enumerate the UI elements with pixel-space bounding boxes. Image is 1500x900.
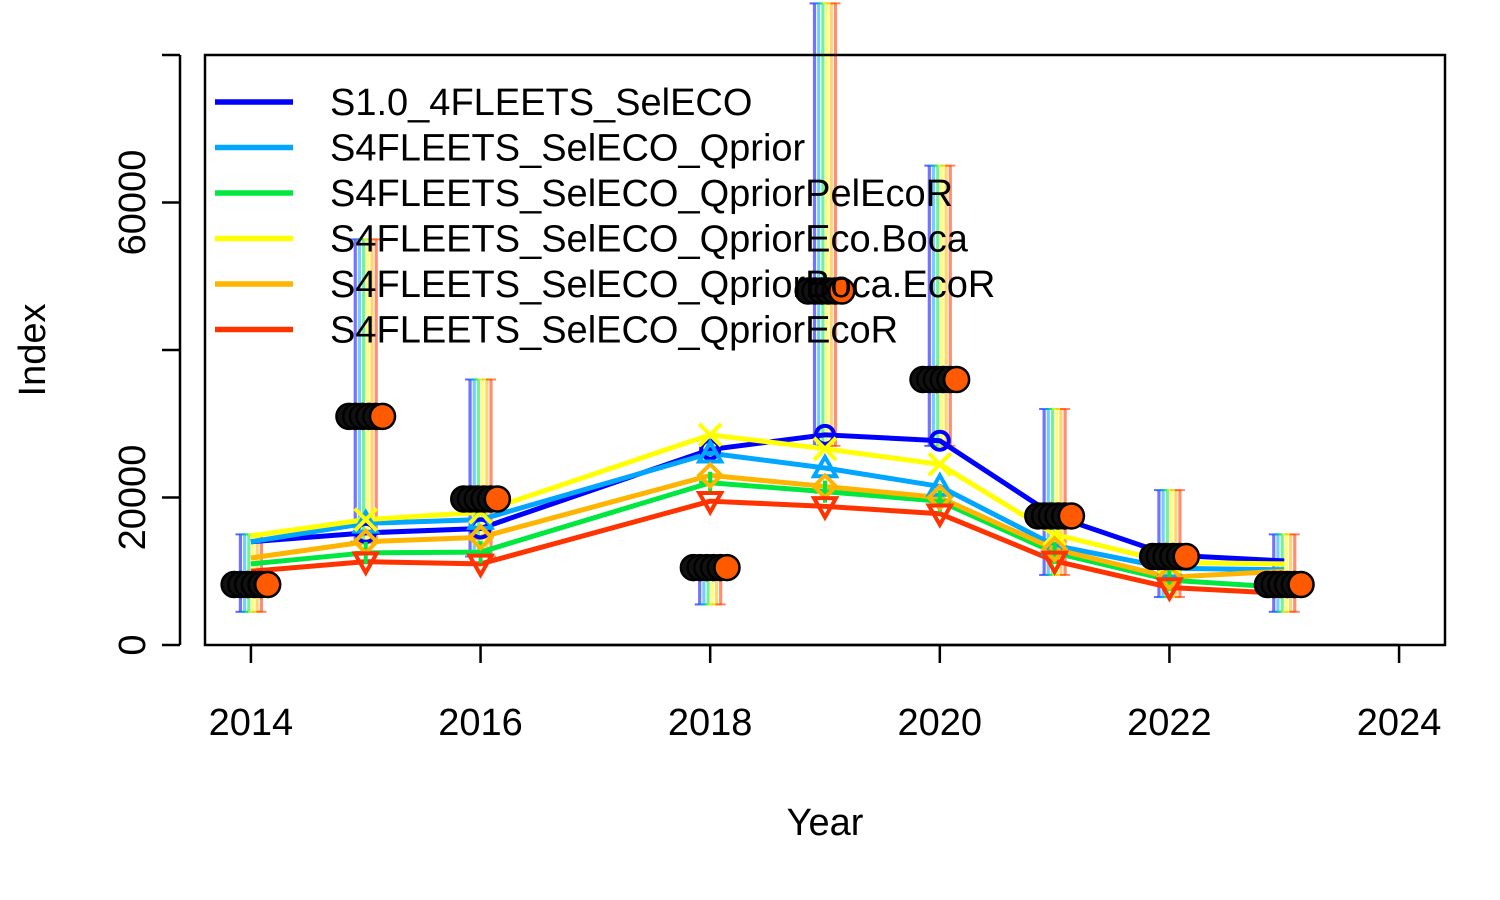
series-lines — [250, 432, 1285, 596]
x-axis: 2014 2016 2018 2020 2022 2024 — [209, 643, 1442, 744]
series-point — [466, 553, 496, 579]
series-point — [1155, 563, 1184, 591]
legend-label: S1.0_4FLEETS_SelECO — [330, 82, 752, 124]
series-line — [250, 480, 1285, 590]
observed-point — [1287, 570, 1315, 599]
series-point — [927, 451, 953, 477]
y-axis-label: Index — [12, 304, 54, 397]
series-point — [925, 503, 955, 529]
legend-label: S4FLEETS_SelECO_QpriorPelEcoR — [330, 173, 953, 215]
observed-point — [713, 553, 741, 582]
observed-point — [483, 485, 512, 513]
y-axis: 0 20000 60000 — [112, 53, 182, 656]
y-tick-label: 20000 — [112, 445, 154, 551]
series-point — [469, 541, 492, 564]
x-tick-label: 2020 — [898, 702, 983, 744]
series-point — [810, 496, 840, 522]
legend-label: S4FLEETS_SelECO_QpriorBoca.EcoR — [330, 264, 995, 306]
x-tick-label: 2016 — [438, 702, 523, 744]
series-point — [1040, 535, 1069, 563]
x-tick-label: 2014 — [209, 702, 294, 744]
series-point — [1040, 550, 1070, 576]
series-line — [250, 432, 1285, 567]
series-point — [814, 423, 836, 446]
observed-point — [828, 277, 856, 305]
legend-label: S4FLEETS_SelECO_QpriorEcoR — [330, 310, 898, 352]
series-point — [696, 461, 725, 490]
observed-point — [368, 402, 397, 431]
x-tick-label: 2024 — [1357, 702, 1442, 744]
observed-point — [253, 570, 282, 599]
legend: S1.0_4FLEETS_SelECOS4FLEETS_SelECO_Qprio… — [215, 82, 995, 352]
series-point — [812, 436, 838, 462]
y-tick-label: 0 — [112, 634, 154, 655]
series-line — [250, 450, 1285, 573]
series-markers — [351, 422, 1184, 603]
legend-label: S4FLEETS_SelECO_QpriorEco.Boca — [330, 219, 969, 261]
series-point — [466, 523, 495, 552]
series-point — [351, 551, 381, 577]
series-point — [353, 507, 379, 533]
series-point — [699, 471, 722, 494]
observed-points — [220, 277, 1315, 599]
x-axis-label: Year — [787, 802, 864, 844]
series-line — [250, 498, 1285, 596]
observed-point — [1172, 542, 1200, 571]
x-tick-label: 2018 — [668, 702, 753, 744]
series-point — [928, 429, 951, 452]
series-point — [925, 483, 954, 512]
series-point — [695, 438, 725, 464]
series-point — [697, 422, 723, 448]
legend-label: S4FLEETS_SelECO_Qprior — [330, 128, 806, 170]
x-tick-label: 2022 — [1127, 702, 1212, 744]
series-line — [250, 432, 1285, 564]
series-point — [695, 490, 725, 517]
series-point — [1154, 577, 1184, 603]
observed-point — [942, 365, 971, 394]
y-tick-label: 60000 — [112, 150, 154, 256]
observed-point — [1057, 502, 1086, 530]
